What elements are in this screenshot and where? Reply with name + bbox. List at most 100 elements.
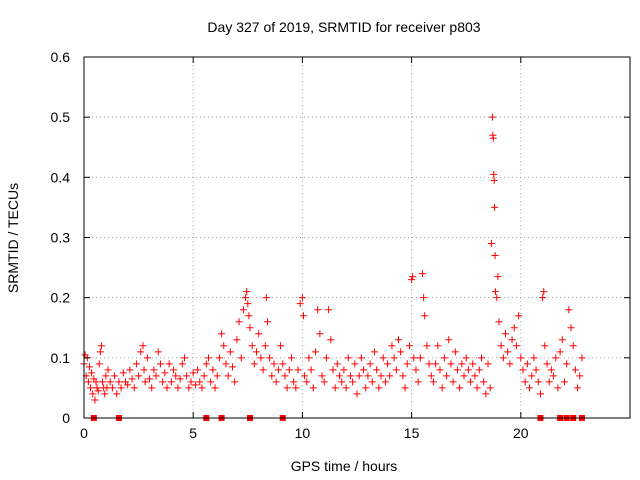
data-point <box>180 354 188 362</box>
data-point <box>303 378 311 386</box>
data-point <box>429 378 437 386</box>
data-point <box>301 372 309 380</box>
data-point <box>355 372 363 380</box>
data-point <box>342 384 350 392</box>
data-point <box>305 354 313 362</box>
data-point <box>320 378 328 386</box>
data-point <box>325 306 333 314</box>
data-point <box>576 372 584 380</box>
data-point <box>416 354 424 362</box>
data-point <box>87 384 95 392</box>
data-point <box>558 336 566 344</box>
data-point <box>534 378 542 386</box>
data-point <box>161 369 169 377</box>
data-point <box>497 342 505 350</box>
data-point <box>449 378 457 386</box>
data-point <box>536 390 544 398</box>
data-point <box>560 378 568 386</box>
data-point <box>494 273 502 281</box>
data-point <box>521 378 529 386</box>
data-point <box>405 342 413 350</box>
data-point <box>322 354 330 362</box>
data-point <box>233 336 241 344</box>
data-point <box>440 354 448 362</box>
data-point <box>506 360 514 368</box>
data-point <box>364 372 372 380</box>
data-point <box>432 360 440 368</box>
data-point <box>329 366 337 374</box>
data-point <box>541 342 549 350</box>
data-point <box>375 384 383 392</box>
data-point <box>172 372 180 380</box>
grid <box>84 57 630 418</box>
data-point <box>475 366 483 374</box>
data-point <box>530 354 538 362</box>
data-point <box>467 378 475 386</box>
data-point <box>126 366 134 374</box>
data-point <box>443 372 451 380</box>
data-point <box>351 360 359 368</box>
data-point <box>550 372 558 380</box>
data-point <box>423 342 431 350</box>
data-point <box>148 384 156 392</box>
data-point <box>176 375 184 383</box>
data-point <box>137 348 145 356</box>
data-point <box>246 324 254 332</box>
data-point <box>366 360 374 368</box>
data-point <box>427 372 435 380</box>
data-point <box>377 372 385 380</box>
data-point <box>394 336 402 344</box>
data-point <box>490 170 498 178</box>
data-point <box>495 318 503 326</box>
data-point <box>508 336 516 344</box>
data-point <box>473 384 481 392</box>
data-point <box>272 378 280 386</box>
data-point <box>296 300 304 308</box>
data-point <box>414 378 422 386</box>
data-point <box>266 354 274 362</box>
data-point <box>93 384 101 392</box>
data-point <box>200 372 208 380</box>
data-point <box>244 300 252 308</box>
data-point <box>270 360 278 368</box>
data-point <box>104 366 112 374</box>
data-point <box>318 372 326 380</box>
data-point <box>569 342 577 350</box>
data-point <box>381 378 389 386</box>
data-point <box>287 354 295 362</box>
data-point <box>204 354 212 362</box>
data-point <box>229 363 237 371</box>
data-point <box>191 381 199 389</box>
data-point <box>491 288 499 296</box>
data-point <box>242 294 250 302</box>
data-point <box>239 306 247 314</box>
data-point <box>370 348 378 356</box>
data-point <box>397 348 405 356</box>
data-point <box>491 252 499 260</box>
data-point <box>132 360 140 368</box>
data-point <box>489 134 497 142</box>
x-tick-label: 10 <box>295 425 311 441</box>
data-point <box>218 330 226 338</box>
data-point <box>567 324 575 332</box>
data-point <box>360 366 368 374</box>
data-point <box>111 372 119 380</box>
data-point <box>185 384 193 392</box>
x-tick-label: 5 <box>189 425 197 441</box>
data-point <box>493 294 501 302</box>
data-point <box>207 378 215 386</box>
data-point <box>346 372 354 380</box>
y-tick-label: 0.6 <box>51 49 71 65</box>
data-point <box>248 342 256 350</box>
data-point <box>556 348 564 356</box>
data-point <box>97 342 105 350</box>
data-point <box>379 354 387 362</box>
data-point <box>259 366 267 374</box>
data-point <box>447 360 455 368</box>
data-point <box>89 390 97 398</box>
data-point <box>464 366 472 374</box>
data-point <box>194 366 202 374</box>
data-point <box>409 273 417 281</box>
data-point <box>390 354 398 362</box>
data-point <box>189 369 197 377</box>
